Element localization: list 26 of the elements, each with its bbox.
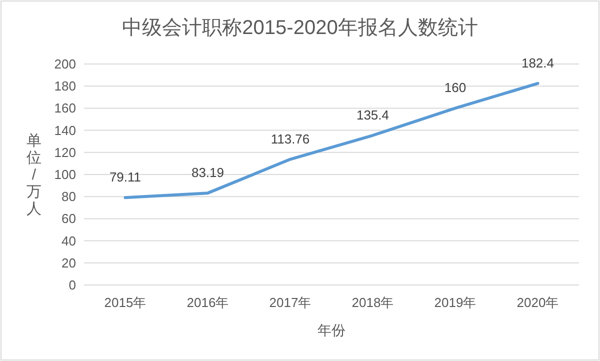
data-label: 113.76 — [270, 131, 310, 146]
y-tick-label: 20 — [62, 255, 76, 270]
x-tick-label: 2019年 — [434, 295, 476, 310]
data-label: 135.4 — [356, 107, 390, 122]
x-tick-label: 2016年 — [186, 295, 229, 310]
x-tick-label: 2015年 — [104, 295, 146, 310]
y-tick-label: 100 — [54, 167, 76, 182]
y-tick-label: 60 — [62, 211, 76, 226]
y-tick-label: 160 — [54, 100, 76, 116]
x-tick-label: 2020年 — [516, 295, 559, 310]
y-tick-label: 120 — [54, 144, 76, 160]
x-tick-label: 2017年 — [269, 295, 312, 310]
data-label: 160 — [444, 80, 466, 96]
x-axis-title: 年份 — [318, 322, 346, 338]
data-label: 79.11 — [109, 170, 142, 185]
y-tick-label: 80 — [62, 189, 76, 204]
y-tick-label: 0 — [68, 278, 76, 292]
chart-title: 中级会计职称2015-2020年报名人数统计 — [122, 17, 478, 39]
y-tick-label: 200 — [54, 56, 76, 72]
x-tick-label: 2018年 — [352, 295, 394, 310]
y-tick-label: 40 — [62, 233, 76, 248]
y-axis-title: 单位/万人 — [26, 132, 42, 218]
y-tick-label: 140 — [54, 122, 76, 138]
data-label: 83.19 — [191, 165, 224, 180]
data-label: 182.4 — [521, 55, 554, 70]
y-tick-label: 180 — [54, 78, 76, 94]
